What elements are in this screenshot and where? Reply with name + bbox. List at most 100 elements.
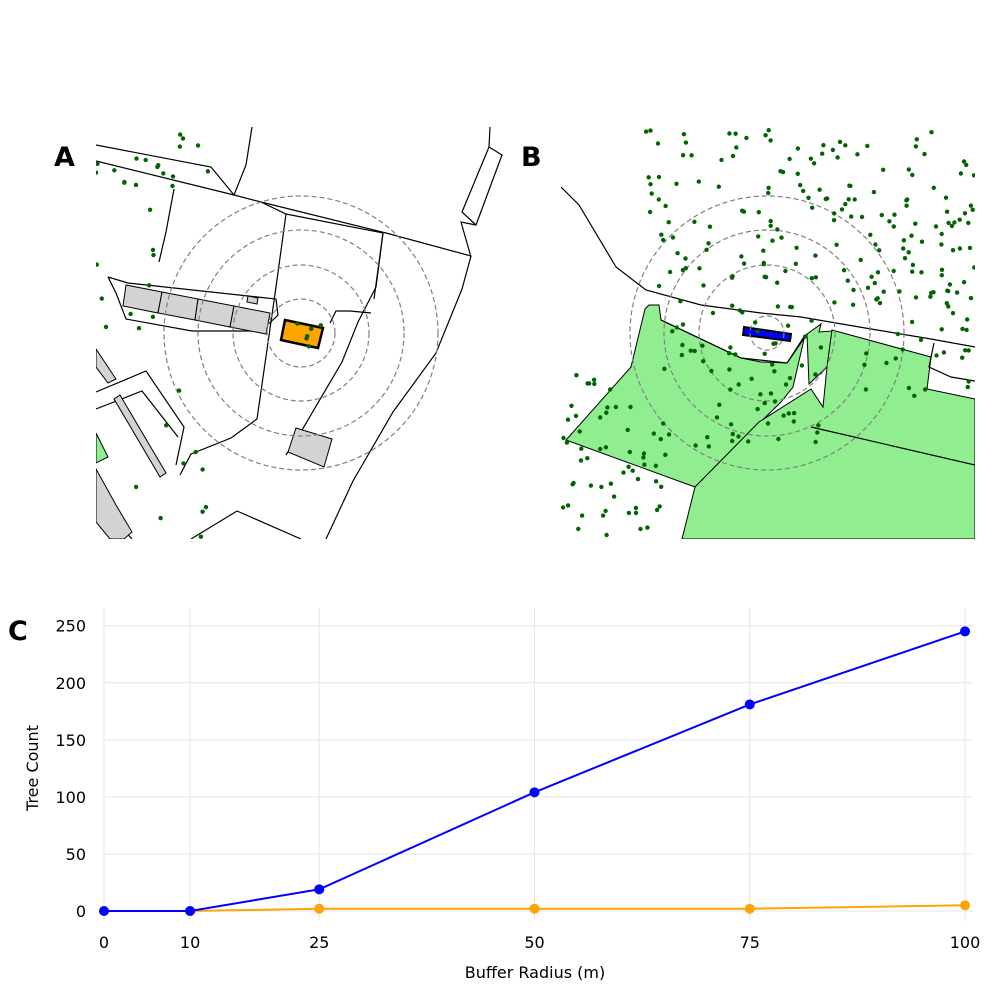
tree-point (603, 508, 608, 514)
tree-point (599, 484, 604, 490)
tree-point (762, 274, 767, 279)
tree-point (839, 207, 845, 212)
tree-point (881, 167, 886, 172)
tree-point (913, 295, 919, 300)
tree-point (205, 169, 211, 174)
tree-point (659, 484, 664, 489)
tree-point (709, 368, 714, 374)
tree-point (96, 161, 100, 166)
tree-point (901, 238, 907, 243)
tree-point (654, 507, 660, 513)
tree-point (832, 300, 837, 305)
tree-point (900, 347, 905, 352)
tree-point (755, 329, 760, 334)
tree-point (728, 387, 733, 392)
panel-a-label: A (54, 142, 75, 173)
series (99, 626, 970, 916)
tree-point (719, 157, 724, 163)
tree-point (918, 337, 924, 342)
tree-point (820, 151, 825, 156)
tree-point (592, 381, 597, 387)
tree-point (295, 321, 300, 326)
data-point (744, 903, 755, 914)
tree-point (810, 205, 815, 210)
tree-point (947, 282, 953, 287)
tree-point (653, 463, 659, 468)
tree-point (939, 273, 944, 278)
tree-point (649, 191, 654, 196)
tree-point (786, 411, 791, 416)
tree-point (701, 359, 706, 364)
tree-point (633, 505, 639, 511)
tree-point (960, 326, 965, 332)
tree-point (939, 327, 944, 332)
tree-point (941, 350, 947, 355)
tree-point (768, 391, 774, 396)
tree-point (852, 197, 857, 202)
tree-point (625, 427, 630, 433)
tree-point (772, 399, 778, 404)
x-tick-label: 100 (950, 933, 981, 952)
tree-point (318, 323, 323, 328)
y-ticks: 0 50 100 150 200 250 (55, 617, 86, 921)
tree-point (730, 303, 735, 308)
tree-point (683, 266, 688, 271)
tree-point (681, 132, 687, 137)
tree-point (170, 174, 176, 179)
tree-point (305, 334, 310, 339)
tree-point (604, 532, 609, 538)
tree-point (964, 327, 969, 333)
tree-point (578, 458, 584, 463)
tree-point (756, 210, 761, 215)
tree-point (815, 430, 820, 435)
tree-point (613, 404, 619, 410)
tree-point (706, 444, 711, 449)
data-point (314, 884, 325, 895)
tree-point (642, 462, 647, 467)
tree-point (901, 246, 906, 251)
tree-point (661, 237, 666, 243)
tree-point (843, 143, 848, 148)
tree-point (692, 348, 697, 354)
tree-point (203, 504, 209, 510)
tree-point (680, 153, 686, 158)
tree-point (574, 373, 579, 378)
tree-point (952, 220, 957, 225)
tree-point (638, 526, 643, 532)
tree-point (791, 419, 796, 424)
tree-point (794, 245, 799, 250)
tree-point (656, 283, 662, 289)
tree-point (761, 260, 766, 266)
tree-point (768, 138, 773, 143)
tree-point (787, 375, 793, 381)
tree-point (770, 362, 775, 367)
tree-point (729, 275, 735, 280)
tree-point (591, 377, 597, 382)
tree-point (772, 369, 777, 374)
series-line (104, 630, 966, 912)
tree-point (717, 402, 722, 407)
tree-point (972, 265, 975, 270)
tree-point (96, 170, 99, 175)
roads-b (561, 186, 975, 466)
tree-point (579, 446, 584, 451)
tree-point (621, 470, 626, 475)
tree-point (897, 289, 902, 294)
tree-point (778, 169, 783, 174)
tree-point (922, 387, 928, 392)
tree-point (727, 131, 732, 136)
tree-point (733, 352, 738, 357)
tree-point (706, 241, 711, 246)
tree-point (865, 285, 871, 290)
tree-point (818, 345, 824, 350)
tree-point (730, 438, 735, 444)
panel-b-label: B (521, 142, 542, 173)
tree-point (641, 451, 647, 456)
tree-point (793, 261, 798, 266)
tree-point (762, 400, 767, 406)
tree-point (707, 224, 713, 229)
tree-point (970, 207, 975, 212)
x-tick-label: 75 (740, 933, 760, 952)
x-axis-label: Buffer Radius (m) (465, 963, 605, 982)
tree-point (641, 455, 646, 460)
